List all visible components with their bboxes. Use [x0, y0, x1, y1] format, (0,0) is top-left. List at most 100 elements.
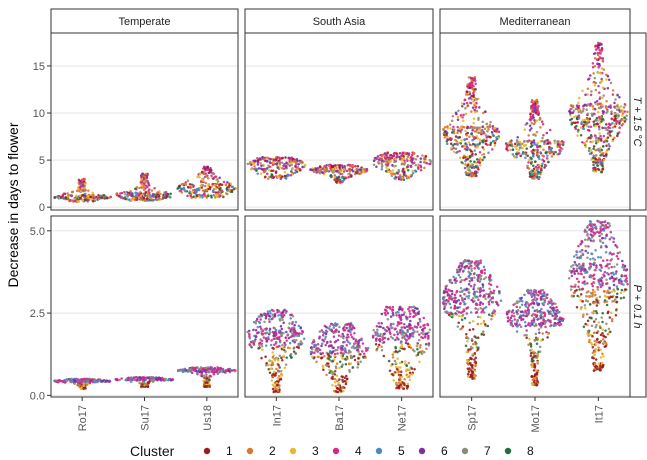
- data-point: [161, 378, 165, 381]
- data-point: [473, 262, 477, 266]
- data-point: [416, 155, 419, 158]
- data-point: [446, 135, 449, 138]
- data-point: [611, 126, 615, 129]
- data-point: [537, 176, 541, 179]
- data-point: [592, 120, 595, 123]
- data-point: [616, 116, 620, 120]
- data-point: [93, 378, 96, 382]
- data-point: [115, 192, 118, 196]
- data-point: [473, 170, 477, 173]
- data-point: [165, 195, 169, 198]
- data-point: [474, 98, 478, 102]
- data-point: [272, 334, 276, 337]
- data-point: [406, 330, 409, 333]
- data-point: [108, 380, 112, 383]
- data-point: [519, 325, 523, 328]
- data-point: [394, 158, 398, 161]
- data-point: [330, 174, 333, 178]
- data-point: [358, 346, 361, 349]
- data-point: [462, 119, 465, 122]
- data-point: [156, 191, 159, 194]
- data-point: [144, 172, 148, 176]
- data-point: [491, 148, 494, 151]
- data-point: [391, 373, 394, 376]
- data-point: [147, 192, 150, 196]
- data-point: [410, 367, 414, 370]
- data-point: [405, 368, 408, 371]
- data-point: [428, 158, 432, 162]
- data-point: [623, 116, 626, 119]
- data-point: [406, 168, 410, 172]
- data-point: [546, 154, 549, 158]
- data-point: [481, 302, 485, 306]
- data-point: [411, 171, 415, 175]
- data-point: [525, 336, 528, 340]
- data-point: [78, 185, 82, 189]
- data-point: [521, 299, 524, 303]
- data-point: [600, 139, 603, 142]
- data-point: [510, 314, 514, 317]
- data-point: [470, 98, 473, 101]
- data-point: [592, 80, 595, 84]
- data-point: [360, 338, 363, 342]
- data-point: [594, 48, 598, 51]
- data-point: [325, 373, 328, 377]
- data-point: [589, 74, 592, 77]
- data-point: [290, 156, 293, 160]
- data-point: [590, 112, 594, 116]
- data-point: [524, 309, 527, 312]
- data-point: [541, 322, 545, 325]
- data-point: [142, 188, 146, 192]
- data-point: [256, 163, 260, 166]
- data-point: [589, 93, 593, 97]
- data-point: [553, 321, 557, 325]
- data-point: [470, 94, 474, 98]
- data-point: [487, 128, 490, 131]
- data-point: [473, 103, 477, 106]
- data-point: [577, 109, 581, 112]
- data-point: [424, 342, 428, 346]
- data-point: [557, 152, 561, 156]
- data-point: [533, 102, 536, 106]
- data-point: [296, 166, 300, 169]
- data-point: [205, 373, 208, 376]
- data-point: [593, 84, 597, 87]
- data-point: [289, 159, 292, 163]
- data-point: [534, 332, 538, 336]
- data-point: [278, 317, 282, 321]
- data-point: [615, 104, 619, 108]
- data-point: [472, 121, 475, 125]
- data-point: [275, 340, 278, 344]
- data-point: [467, 276, 471, 279]
- data-point: [227, 369, 231, 372]
- data-point: [602, 158, 606, 162]
- data-point: [495, 136, 498, 139]
- data-point: [395, 152, 398, 155]
- data-point: [97, 197, 101, 201]
- data-point: [527, 161, 530, 164]
- data-point: [535, 119, 539, 123]
- data-point: [407, 176, 411, 179]
- data-point: [405, 387, 409, 390]
- data-point: [387, 327, 391, 331]
- data-point: [468, 169, 471, 172]
- data-point: [201, 189, 205, 192]
- data-point: [147, 376, 150, 380]
- data-point: [452, 150, 456, 154]
- data-point: [623, 120, 627, 123]
- data-point: [471, 106, 475, 109]
- data-point: [347, 349, 351, 353]
- data-point: [376, 328, 379, 331]
- data-point: [462, 260, 466, 263]
- data-point: [474, 361, 478, 365]
- data-point: [359, 168, 363, 171]
- data-point: [278, 366, 281, 369]
- data-point: [82, 384, 86, 387]
- data-point: [259, 318, 262, 321]
- data-point: [331, 171, 335, 174]
- data-point: [261, 329, 265, 333]
- data-point: [469, 82, 472, 86]
- data-point: [533, 324, 536, 328]
- data-point: [592, 163, 595, 167]
- data-point: [419, 165, 423, 169]
